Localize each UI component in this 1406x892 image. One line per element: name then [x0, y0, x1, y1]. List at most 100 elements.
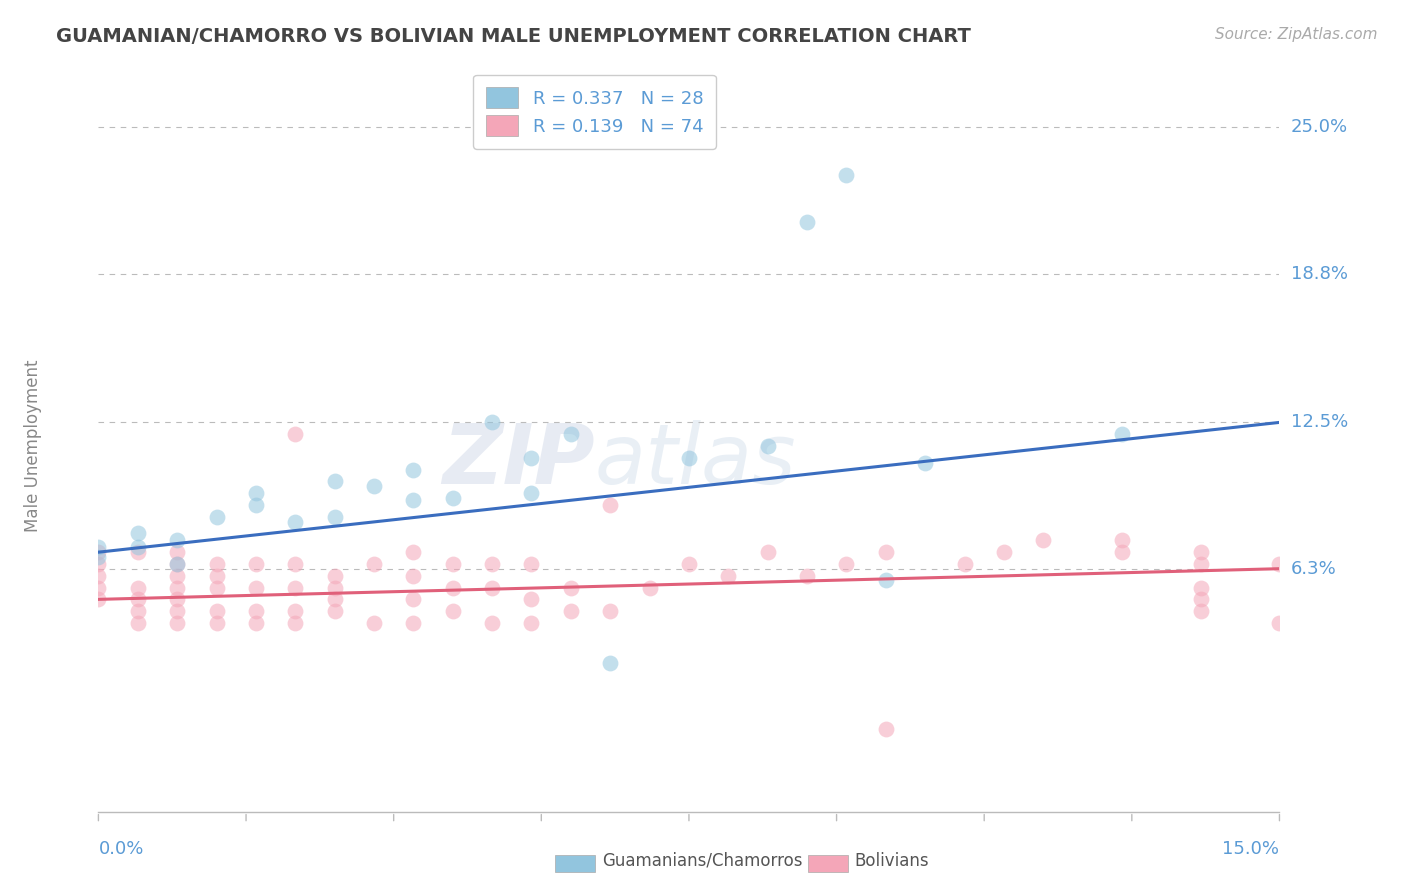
- Point: [363, 557, 385, 571]
- Point: [323, 592, 346, 607]
- Point: [166, 592, 188, 607]
- Point: [323, 568, 346, 582]
- Point: [1189, 592, 1212, 607]
- Point: [1268, 615, 1291, 630]
- Point: [87, 581, 110, 595]
- Point: [481, 557, 503, 571]
- Point: [245, 486, 267, 500]
- Point: [205, 604, 228, 618]
- Point: [402, 462, 425, 476]
- Text: Source: ZipAtlas.com: Source: ZipAtlas.com: [1215, 27, 1378, 42]
- Point: [520, 592, 543, 607]
- Point: [756, 545, 779, 559]
- Point: [127, 526, 149, 541]
- Point: [87, 557, 110, 571]
- Point: [520, 450, 543, 465]
- Point: [402, 568, 425, 582]
- Text: 25.0%: 25.0%: [1291, 119, 1348, 136]
- Point: [323, 509, 346, 524]
- Point: [87, 568, 110, 582]
- Point: [245, 581, 267, 595]
- Point: [520, 486, 543, 500]
- Text: ZIP: ZIP: [441, 420, 595, 501]
- Point: [560, 604, 582, 618]
- Point: [441, 604, 464, 618]
- Point: [363, 479, 385, 493]
- Point: [441, 557, 464, 571]
- Point: [284, 604, 307, 618]
- Point: [127, 541, 149, 555]
- Point: [87, 592, 110, 607]
- Point: [520, 615, 543, 630]
- Point: [323, 475, 346, 489]
- Point: [166, 533, 188, 548]
- Point: [1189, 604, 1212, 618]
- Point: [402, 615, 425, 630]
- Point: [245, 615, 267, 630]
- Point: [481, 416, 503, 430]
- Point: [245, 557, 267, 571]
- Text: GUAMANIAN/CHAMORRO VS BOLIVIAN MALE UNEMPLOYMENT CORRELATION CHART: GUAMANIAN/CHAMORRO VS BOLIVIAN MALE UNEM…: [56, 27, 972, 45]
- Point: [756, 439, 779, 453]
- Point: [717, 568, 740, 582]
- Point: [914, 456, 936, 470]
- Point: [205, 581, 228, 595]
- Point: [402, 592, 425, 607]
- Point: [1111, 533, 1133, 548]
- Point: [678, 557, 700, 571]
- Point: [402, 545, 425, 559]
- Point: [127, 592, 149, 607]
- Point: [127, 615, 149, 630]
- Point: [953, 557, 976, 571]
- Point: [323, 604, 346, 618]
- Point: [284, 515, 307, 529]
- Point: [205, 568, 228, 582]
- Text: Guamanians/Chamorros: Guamanians/Chamorros: [602, 852, 803, 870]
- Point: [796, 215, 818, 229]
- Legend: R = 0.337   N = 28, R = 0.139   N = 74: R = 0.337 N = 28, R = 0.139 N = 74: [472, 75, 716, 149]
- Point: [245, 604, 267, 618]
- Point: [599, 498, 621, 512]
- Text: 15.0%: 15.0%: [1222, 840, 1279, 858]
- Point: [166, 568, 188, 582]
- Point: [835, 168, 858, 182]
- Point: [678, 450, 700, 465]
- Text: Bolivians: Bolivians: [855, 852, 929, 870]
- Point: [127, 581, 149, 595]
- Point: [402, 493, 425, 508]
- Point: [205, 557, 228, 571]
- Point: [560, 427, 582, 442]
- Point: [284, 581, 307, 595]
- Point: [284, 557, 307, 571]
- Point: [205, 509, 228, 524]
- Point: [1189, 545, 1212, 559]
- Text: 18.8%: 18.8%: [1291, 265, 1347, 283]
- Text: 6.3%: 6.3%: [1291, 559, 1336, 578]
- Point: [205, 615, 228, 630]
- Point: [166, 615, 188, 630]
- Text: Male Unemployment: Male Unemployment: [24, 359, 42, 533]
- Point: [875, 545, 897, 559]
- Point: [1189, 581, 1212, 595]
- Point: [599, 604, 621, 618]
- Point: [599, 656, 621, 670]
- Point: [166, 604, 188, 618]
- Point: [166, 545, 188, 559]
- Point: [87, 545, 110, 559]
- Point: [245, 498, 267, 512]
- Point: [1032, 533, 1054, 548]
- Point: [1189, 557, 1212, 571]
- Point: [1111, 545, 1133, 559]
- Point: [87, 549, 110, 564]
- Point: [166, 557, 188, 571]
- Point: [127, 545, 149, 559]
- Point: [875, 574, 897, 588]
- Point: [875, 722, 897, 736]
- Text: 0.0%: 0.0%: [98, 840, 143, 858]
- Point: [284, 615, 307, 630]
- Point: [284, 427, 307, 442]
- Point: [481, 581, 503, 595]
- Point: [835, 557, 858, 571]
- Point: [323, 581, 346, 595]
- Point: [127, 604, 149, 618]
